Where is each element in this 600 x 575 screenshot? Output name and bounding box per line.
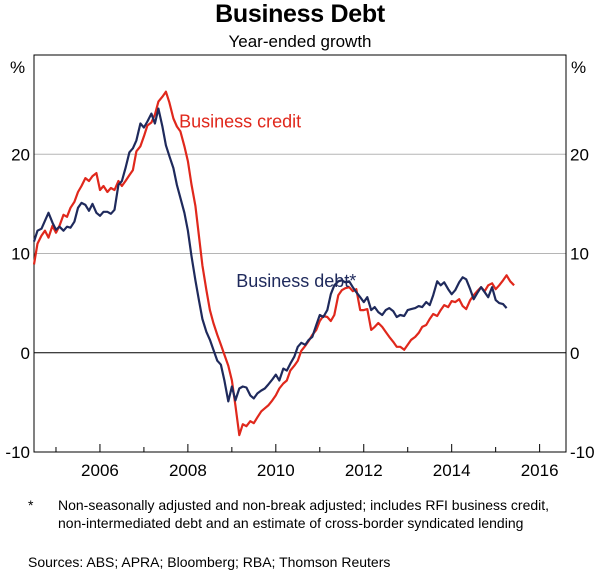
x-tick-label: 2016	[521, 461, 559, 480]
y-tick-label-left: 20	[11, 145, 30, 164]
label-business-debt: Business debt*	[236, 271, 356, 291]
x-tick-label: 2006	[81, 461, 119, 480]
x-tick-label: 2008	[169, 461, 207, 480]
y-tick-label-left: -10	[5, 443, 30, 462]
y-tick-label-right: 20	[570, 145, 589, 164]
x-tick-label: 2014	[433, 461, 471, 480]
y-unit-right: %	[571, 58, 586, 77]
y-ticks: -10 -10 0 0 10 10 20 20	[5, 145, 594, 462]
footnote-text: Non-seasonally adjusted and non-break ad…	[58, 497, 550, 531]
sources-note: Sources: ABS; APRA; Bloomberg; RBA; Thom…	[28, 554, 391, 570]
footnote-mark: *	[28, 497, 34, 513]
series-lines	[32, 90, 515, 437]
label-business-credit: Business credit	[179, 111, 301, 131]
y-tick-label-left: 0	[21, 344, 30, 363]
x-tick-label: 2012	[345, 461, 383, 480]
y-tick-label-right: -10	[570, 443, 595, 462]
series-line-business-credit	[32, 90, 515, 437]
y-unit-left: %	[10, 58, 25, 77]
y-tick-label-right: 10	[570, 245, 589, 264]
series-line-business-debt	[32, 107, 508, 403]
chart-title: Business Debt	[215, 0, 385, 28]
y-tick-label-left: 10	[11, 245, 30, 264]
plot-frame	[33, 54, 567, 453]
series-annotations: Business credit Business debt*	[179, 111, 356, 291]
chart-subtitle: Year-ended growth	[228, 32, 372, 51]
x-ticks: 2006 2008 2010 2012 2014 2016	[55, 444, 559, 480]
x-tick-label: 2010	[257, 461, 295, 480]
y-tick-label-right: 0	[570, 344, 579, 363]
gridlines	[34, 153, 566, 354]
